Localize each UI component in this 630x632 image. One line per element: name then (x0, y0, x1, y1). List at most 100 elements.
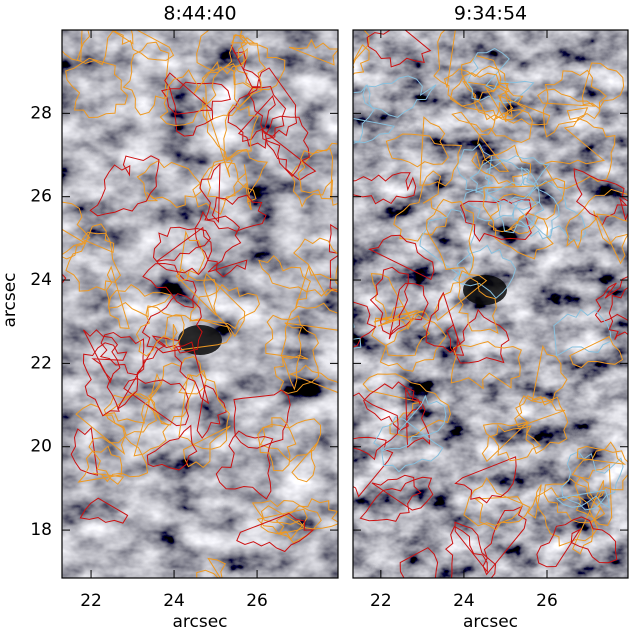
contour (70, 426, 99, 476)
contour (174, 341, 210, 405)
image-body (62, 30, 338, 578)
contour (462, 160, 541, 222)
contour (288, 39, 338, 66)
contour (445, 521, 497, 578)
contour (537, 88, 596, 107)
contour (456, 143, 493, 203)
contour (399, 547, 439, 578)
contour (65, 57, 129, 119)
contour (353, 172, 417, 205)
contour (103, 372, 170, 457)
contour (141, 293, 203, 354)
contour (233, 389, 291, 449)
contour (486, 176, 560, 240)
contour (565, 188, 628, 250)
solar-image (62, 30, 338, 578)
contour (261, 115, 317, 181)
contour (469, 155, 550, 203)
contour (77, 445, 123, 483)
contour (581, 62, 625, 110)
contour (105, 391, 152, 424)
contour (76, 30, 134, 66)
y-tick-label: 22 (30, 353, 52, 373)
y-tick-label: 18 (30, 520, 52, 540)
contour (224, 34, 267, 108)
contour (215, 430, 274, 500)
y-tick-label: 26 (30, 187, 52, 207)
contour (381, 394, 447, 452)
contour (594, 276, 628, 323)
contour (368, 234, 435, 281)
contour (542, 117, 616, 190)
contour (393, 170, 448, 242)
y-tick-label: 20 (30, 437, 52, 457)
contour (482, 505, 527, 576)
contour (146, 424, 198, 471)
contour (573, 168, 628, 227)
contour (75, 403, 126, 455)
contour (183, 425, 231, 469)
contour (293, 237, 338, 297)
contour (196, 30, 248, 75)
contour (369, 266, 429, 340)
contour (571, 441, 628, 501)
panel-title: 8:44:40 (163, 3, 236, 25)
contour (164, 314, 232, 352)
contour (466, 47, 535, 104)
contour (461, 55, 513, 121)
y-tick-label: 24 (30, 270, 52, 290)
contour (297, 147, 334, 200)
contour (366, 30, 432, 68)
contour (451, 109, 533, 172)
contour (434, 270, 499, 335)
contour (194, 210, 248, 278)
contour (201, 63, 255, 124)
contour (280, 302, 338, 391)
contour (542, 69, 607, 138)
contour (136, 160, 202, 208)
contour (527, 484, 599, 547)
contour (62, 201, 91, 260)
contour (152, 226, 213, 276)
contour (555, 489, 610, 509)
contour (371, 305, 432, 357)
x-tick-label: 24 (163, 591, 185, 611)
contour (259, 418, 322, 483)
image-body (353, 30, 628, 578)
frame (352, 29, 629, 579)
contour (553, 308, 612, 357)
contour (135, 305, 185, 357)
contour (175, 268, 218, 317)
panel-title: 9:34:54 (454, 3, 527, 25)
x-tick-label: 24 (453, 591, 475, 611)
contour (230, 44, 262, 88)
contour (362, 75, 437, 118)
contour (481, 421, 542, 463)
contour (196, 384, 227, 439)
contour (113, 30, 175, 61)
x-tick-label: 26 (246, 591, 268, 611)
contour (251, 499, 322, 544)
contour (425, 291, 458, 354)
x-axis-label: arcsec (172, 612, 227, 632)
contour (192, 161, 257, 215)
contour (65, 223, 121, 292)
contour (236, 512, 315, 553)
frame (61, 29, 339, 579)
contour (353, 84, 395, 145)
contour (419, 208, 476, 276)
contour (257, 417, 297, 472)
contour (62, 30, 83, 62)
pore (178, 325, 222, 355)
contour (543, 478, 606, 555)
contour (595, 213, 628, 265)
contour (258, 255, 338, 309)
contour (353, 392, 399, 461)
contour (178, 369, 230, 450)
contour (426, 198, 475, 276)
contour (248, 67, 298, 137)
contour (452, 244, 517, 299)
contour (608, 286, 628, 340)
contour (199, 162, 267, 232)
contour (536, 516, 618, 568)
